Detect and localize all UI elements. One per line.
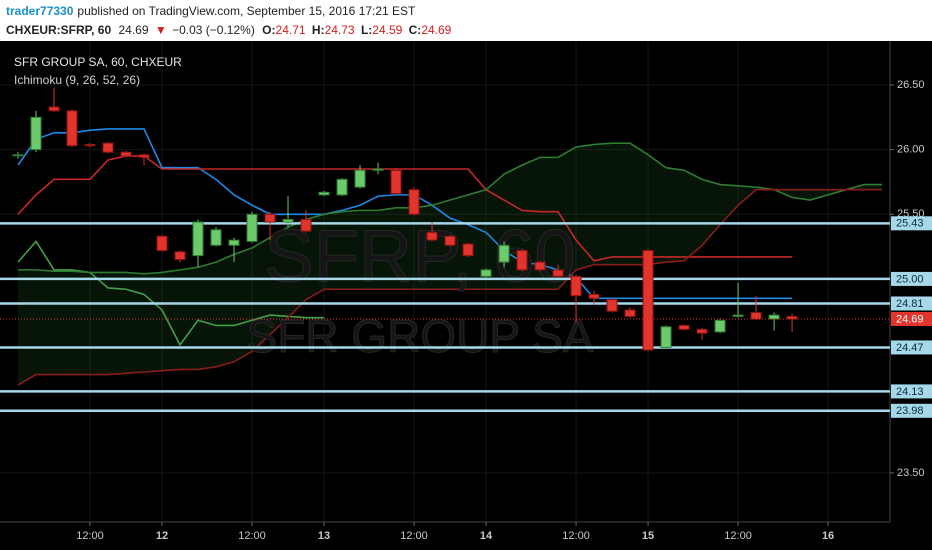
level-label-box xyxy=(891,271,932,286)
change: −0.03 (−0.12%) xyxy=(172,23,255,37)
x-tick-label: 12 xyxy=(156,530,168,542)
chart-title: SFR GROUP SA, 60, CHXEUR xyxy=(14,55,182,69)
candle-body xyxy=(732,314,744,317)
candle-body xyxy=(624,309,636,317)
watermark: SFR GROUP SA xyxy=(247,310,594,362)
candle-body xyxy=(192,221,204,257)
indicator-line xyxy=(17,128,793,300)
symbol-line: CHXEUR:SFRP, 60 24.69 ▼ −0.03 (−0.12%) O… xyxy=(6,23,452,37)
indicator-line xyxy=(17,188,883,386)
candle-body xyxy=(282,218,294,223)
candle-body xyxy=(228,239,240,246)
candle-body xyxy=(264,213,276,223)
y-tick-label: 26.00 xyxy=(897,144,925,156)
chart-background xyxy=(0,41,932,550)
candle-body xyxy=(120,151,132,157)
candle-body xyxy=(210,229,222,246)
x-tick-label: 14 xyxy=(480,530,493,542)
level-label: 24.47 xyxy=(896,342,924,354)
candle-body xyxy=(462,243,474,257)
level-label: 25.43 xyxy=(896,218,924,230)
change-arrow: ▼ xyxy=(155,23,167,37)
candle-body xyxy=(408,189,420,215)
candle-body xyxy=(768,314,780,320)
ohlc-label: C: xyxy=(409,23,422,37)
candle-body xyxy=(336,178,348,196)
candle-body xyxy=(660,326,672,348)
candle-body xyxy=(570,275,582,297)
candle-body xyxy=(174,251,186,261)
candle-body xyxy=(156,235,168,251)
candle-body xyxy=(66,110,78,147)
level-label: 25.00 xyxy=(896,273,924,285)
x-tick-label: 15 xyxy=(642,530,654,542)
close-value: 24.69 xyxy=(421,23,451,37)
candle-body xyxy=(534,261,546,271)
published-text: published on TradingView.com, September … xyxy=(77,4,416,18)
x-tick-label: 16 xyxy=(822,530,834,542)
candle-body xyxy=(102,142,114,153)
candle-body xyxy=(552,269,564,277)
plot-layer xyxy=(0,41,890,522)
level-label: 24.13 xyxy=(896,386,924,398)
high-value: 24.73 xyxy=(325,23,355,37)
candle-body xyxy=(300,218,312,232)
level-label: 24.81 xyxy=(896,298,924,310)
y-tick-label: 26.50 xyxy=(897,79,925,91)
candle-body xyxy=(138,154,150,158)
candle-body xyxy=(372,168,384,171)
open-value: 24.71 xyxy=(276,23,306,37)
level-label-box xyxy=(891,296,932,311)
indicator-line xyxy=(17,155,793,262)
x-tick-label: 13 xyxy=(318,530,330,542)
candle-body xyxy=(642,249,654,351)
x-tick-label: 12:00 xyxy=(562,530,590,542)
candle-body xyxy=(390,169,402,195)
candle-body xyxy=(480,269,492,277)
last-price-label: 24.69 xyxy=(896,313,924,325)
candle-body xyxy=(498,244,510,263)
header-bar xyxy=(0,0,932,41)
level-label-box xyxy=(891,403,932,418)
candle-body xyxy=(246,213,258,242)
candle-body xyxy=(714,319,726,333)
candle-body xyxy=(354,169,366,188)
level-label: 23.98 xyxy=(896,405,924,417)
candle-body xyxy=(750,312,762,320)
x-tick-label: 12:00 xyxy=(400,530,428,542)
candle-body xyxy=(696,328,708,334)
candle-body xyxy=(318,191,330,196)
candle-body xyxy=(84,143,96,147)
x-tick-label: 12:00 xyxy=(76,530,104,542)
y-tick-label: 23.50 xyxy=(897,467,925,479)
symbol: CHXEUR:SFRP, 60 xyxy=(6,23,111,37)
candle-body xyxy=(444,235,456,246)
x-tick-label: 12:00 xyxy=(238,530,266,542)
candle-body xyxy=(678,324,690,330)
header-line: trader77330 published on TradingView.com,… xyxy=(6,4,416,18)
indicator-line xyxy=(18,142,883,275)
indicator-legend: Ichimoku (9, 26, 52, 26) xyxy=(14,73,140,87)
ohlc-label: H: xyxy=(312,23,325,37)
author: trader77330 xyxy=(6,4,74,18)
candle-body xyxy=(606,299,618,312)
level-label-box xyxy=(891,384,932,399)
candle-body xyxy=(30,116,42,151)
candle-body xyxy=(48,106,60,112)
ichimoku-cloud xyxy=(18,143,883,385)
last-price: 24.69 xyxy=(118,23,148,37)
candle-body xyxy=(12,154,24,157)
candle-body xyxy=(588,293,600,299)
candle-body xyxy=(516,249,528,271)
ohlc-label: L: xyxy=(361,23,372,37)
level-label-box xyxy=(891,216,932,231)
last-price-box xyxy=(891,311,932,326)
level-label-box xyxy=(891,340,932,355)
ohlc-label: O: xyxy=(262,23,275,37)
x-tick-label: 12:00 xyxy=(724,530,752,542)
candle-body xyxy=(426,231,438,241)
indicator-line xyxy=(17,240,325,347)
low-value: 24.59 xyxy=(372,23,402,37)
